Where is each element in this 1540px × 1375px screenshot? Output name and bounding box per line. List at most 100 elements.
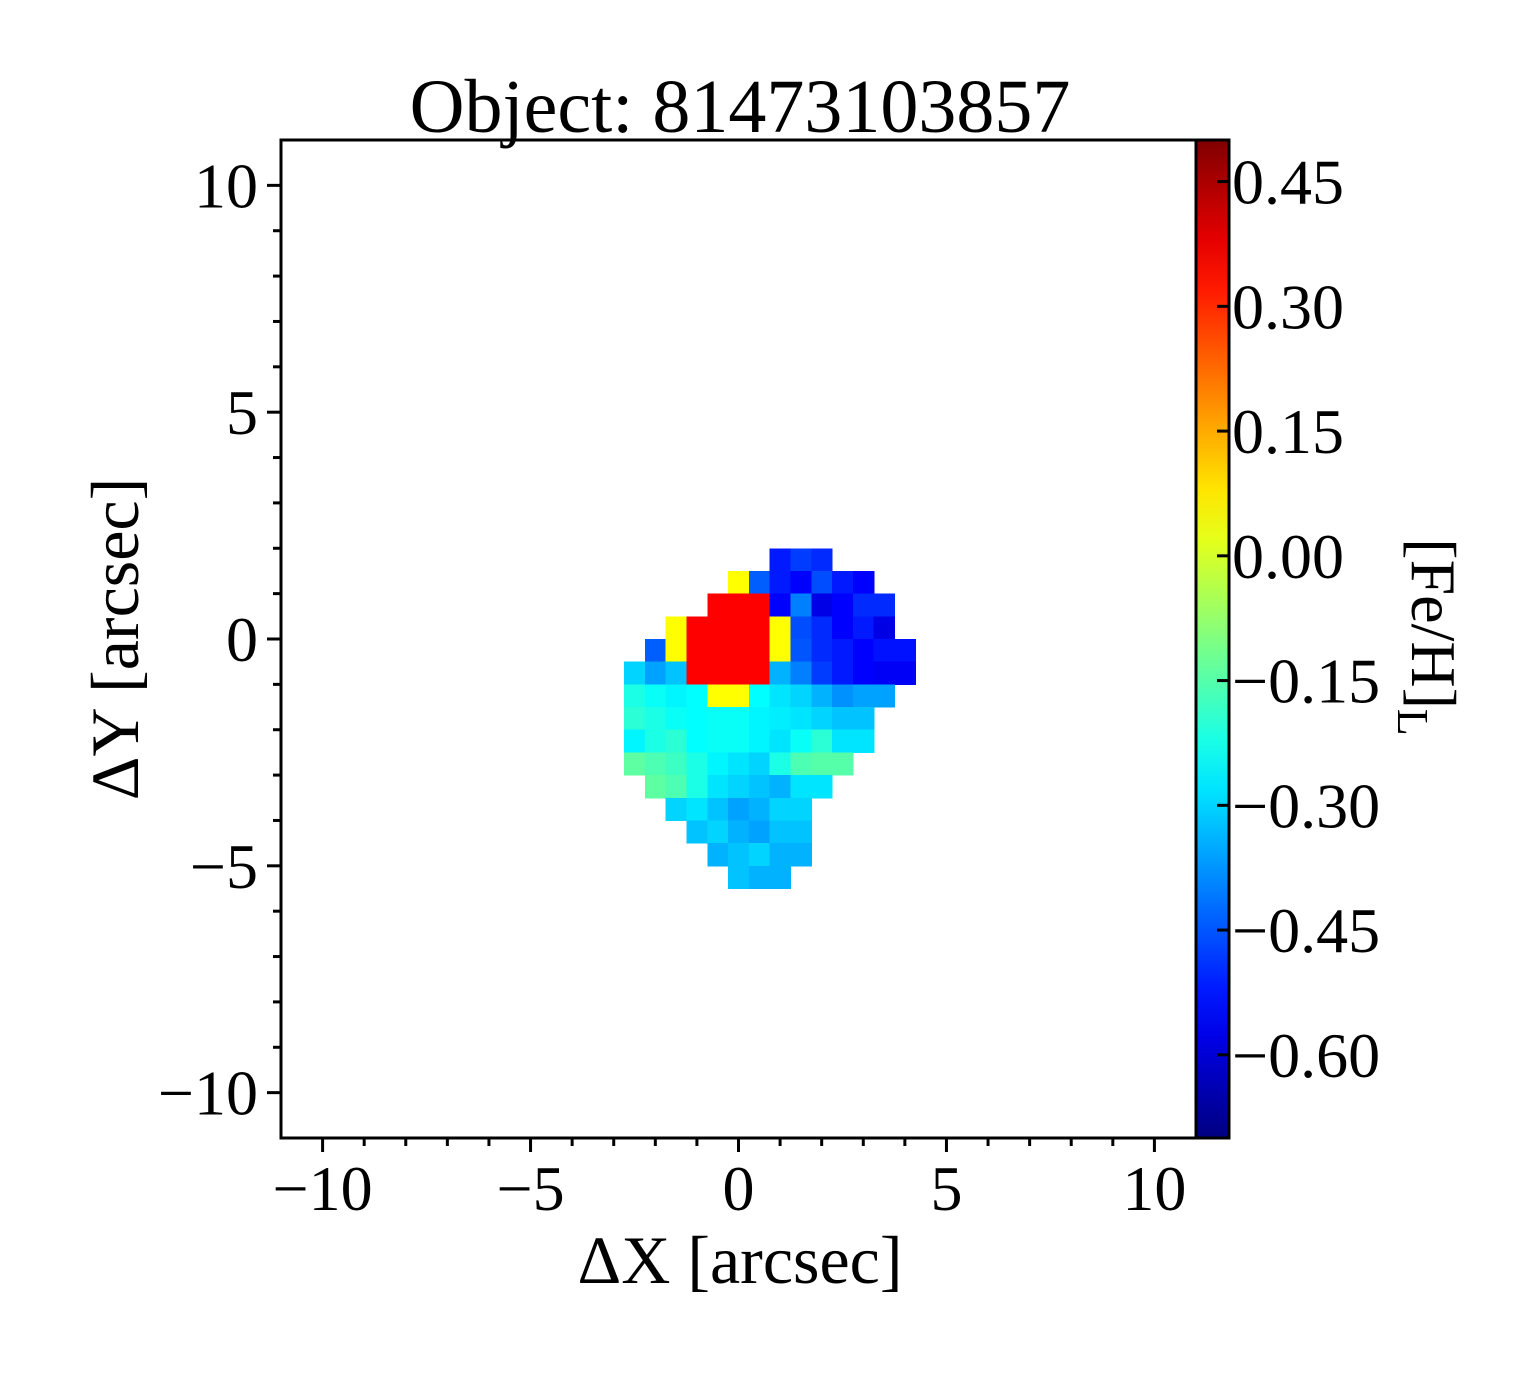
map-pixel <box>790 639 812 663</box>
colorbar-tick-label: −0.15 <box>1232 646 1380 717</box>
map-pixel <box>852 616 875 640</box>
map-pixel <box>644 639 667 663</box>
map-pixel <box>769 729 792 754</box>
map-pixel <box>790 548 812 572</box>
map-pixel <box>811 639 833 663</box>
map-pixel <box>707 661 729 685</box>
map-pixel <box>728 843 750 867</box>
x-tick-label: 10 <box>1122 1153 1186 1224</box>
colorbar-label-main: [Fe/H] <box>1398 538 1469 709</box>
map-pixel <box>728 707 750 731</box>
x-tick-label: 0 <box>723 1153 755 1224</box>
map-pixel <box>894 661 916 685</box>
map-pixel <box>748 661 771 685</box>
map-pixel <box>832 707 854 731</box>
map-pixel <box>748 843 771 867</box>
y-tick-label: −5 <box>190 831 258 902</box>
y-tick-label: 0 <box>226 604 258 675</box>
map-pixel <box>811 616 833 640</box>
map-pixel <box>748 820 771 844</box>
map-pixel <box>686 797 708 822</box>
map-pixel <box>707 616 729 640</box>
map-pixel <box>873 593 896 617</box>
map-pixel <box>852 593 875 617</box>
map-pixel <box>832 639 854 663</box>
map-pixel <box>748 570 771 595</box>
map-pixel <box>748 639 771 663</box>
map-pixel <box>832 616 854 640</box>
colorbar-label: [Fe/H]L <box>1388 538 1469 736</box>
map-pixel <box>748 752 771 776</box>
map-pixel <box>728 797 750 822</box>
map-pixel <box>769 865 792 890</box>
map-pixel <box>686 752 708 776</box>
plot-area: −10 −5 0 5 10 −10 −5 0 5 10 <box>158 138 1198 1224</box>
map-pixel <box>686 661 708 685</box>
map-pixel <box>790 707 812 731</box>
map-pixel <box>748 616 771 640</box>
map-pixel <box>707 775 729 799</box>
map-pixel <box>748 865 771 890</box>
map-pixel <box>790 752 812 776</box>
map-pixel <box>728 775 750 799</box>
colorbar-tick-label: −0.60 <box>1232 1020 1380 1091</box>
colorbar: 0.45 0.30 0.15 0.00 −0.15 −0.30 −0.45 −0.60 <box>1194 138 1380 1140</box>
colorbar-label-sub: L <box>1388 709 1437 736</box>
map-pixel <box>769 775 792 799</box>
map-pixel <box>665 775 688 799</box>
map-pixel <box>624 684 646 708</box>
map-pixel <box>832 729 854 754</box>
map-pixel <box>790 797 812 822</box>
map-pixel <box>728 570 750 595</box>
map-pixel <box>748 729 771 754</box>
map-pixel <box>665 707 688 731</box>
map-pixel <box>769 752 792 776</box>
svg-text:[Fe/H]L: [Fe/H]L <box>1388 538 1469 736</box>
map-pixel <box>790 820 812 844</box>
map-pixel <box>811 570 833 595</box>
map-pixel <box>790 661 812 685</box>
map-pixel <box>852 707 875 731</box>
map-pixel <box>769 593 792 617</box>
map-pixel <box>707 752 729 776</box>
map-pixel <box>644 729 667 754</box>
map-pixel <box>852 729 875 754</box>
map-pixel <box>707 820 729 844</box>
map-pixel <box>644 684 667 708</box>
map-pixel <box>748 775 771 799</box>
map-pixel <box>728 593 750 617</box>
map-pixel <box>790 570 812 595</box>
map-pixel <box>811 729 833 754</box>
map-pixel <box>707 639 729 663</box>
y-tick-label: −10 <box>158 1058 258 1129</box>
map-pixel <box>873 661 896 685</box>
map-pixel <box>790 729 812 754</box>
map-pixel <box>769 548 792 572</box>
map-pixel <box>728 752 750 776</box>
map-pixel <box>811 752 833 776</box>
map-pixel <box>769 797 792 822</box>
colorbar-tick-label: 0.15 <box>1232 396 1344 467</box>
map-pixel <box>832 684 854 708</box>
map-pixel <box>707 729 729 754</box>
map-pixel <box>644 661 667 685</box>
map-pixel <box>686 707 708 731</box>
map-pixel <box>852 639 875 663</box>
colorbar-tick-label: 0.30 <box>1232 271 1344 342</box>
map-pixel <box>811 684 833 708</box>
colorbar-tick-label: −0.30 <box>1232 770 1380 841</box>
map-pixel <box>644 775 667 799</box>
map-pixel <box>790 843 812 867</box>
map-pixels <box>624 548 916 890</box>
map-pixel <box>769 684 792 708</box>
map-pixel <box>665 684 688 708</box>
map-pixel <box>686 775 708 799</box>
map-pixel <box>686 729 708 754</box>
map-pixel <box>665 616 688 640</box>
map-pixel <box>769 661 792 685</box>
map-pixel <box>686 639 708 663</box>
map-pixel <box>665 639 688 663</box>
map-pixel <box>728 661 750 685</box>
map-pixel <box>624 707 646 731</box>
